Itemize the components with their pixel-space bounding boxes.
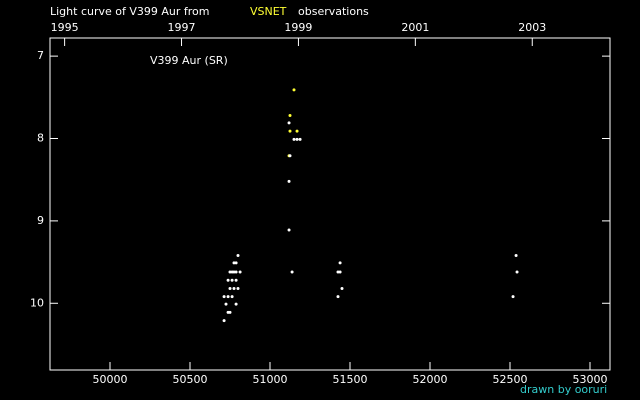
data-point	[228, 286, 232, 290]
x-tick-label: 53000	[573, 373, 608, 386]
data-point	[288, 113, 292, 117]
chart-title-suffix: observations	[298, 5, 369, 18]
data-point	[340, 286, 344, 290]
y-tick-label: 8	[37, 132, 44, 145]
data-point	[514, 253, 518, 257]
data-point	[232, 270, 236, 274]
legend-entry: VSNET	[250, 5, 287, 18]
x-tick-label: 51500	[333, 373, 368, 386]
data-point	[234, 302, 238, 306]
data-point	[288, 154, 292, 158]
data-point	[236, 286, 240, 290]
x-tick-label: 50000	[93, 373, 128, 386]
footer: drawn by ooruri	[520, 383, 607, 396]
x2-tick-label: 1999	[284, 21, 312, 34]
x-tick-label: 51000	[253, 373, 288, 386]
data-point	[288, 129, 292, 133]
data-point	[232, 261, 236, 265]
data-point	[234, 270, 238, 274]
data-point	[230, 295, 234, 299]
data-point	[224, 302, 228, 306]
y-tick-label: 10	[30, 296, 44, 309]
data-point	[292, 137, 296, 141]
data-point	[287, 179, 291, 183]
x2-tick-label: 1995	[51, 21, 79, 34]
data-point	[515, 270, 519, 274]
data-point	[292, 88, 296, 92]
data-point	[234, 278, 238, 282]
x-tick-label: 52500	[493, 373, 528, 386]
data-point	[230, 278, 234, 282]
data-point	[228, 310, 232, 314]
x-tick-label: 50500	[173, 373, 208, 386]
data-point	[222, 319, 226, 323]
data-point	[238, 270, 242, 274]
x2-tick-label: 2003	[518, 21, 546, 34]
data-point	[228, 270, 232, 274]
y-tick-label: 7	[37, 49, 44, 62]
data-point	[234, 261, 238, 265]
data-point	[336, 295, 340, 299]
data-point	[338, 270, 342, 274]
annotation: V399 Aur (SR)	[150, 54, 228, 67]
data-point	[511, 295, 515, 299]
data-point	[232, 286, 236, 290]
data-point	[295, 137, 299, 141]
data-point	[338, 261, 342, 265]
data-point	[222, 295, 226, 299]
data-point	[287, 228, 291, 232]
y-tick-label: 9	[37, 214, 44, 227]
data-point	[298, 137, 302, 141]
plot-frame	[49, 37, 611, 371]
x2-tick-label: 1997	[168, 21, 196, 34]
data-point	[287, 121, 291, 125]
chart-title: Light curve of V399 Aur from	[50, 5, 210, 18]
x2-tick-label: 2001	[401, 21, 429, 34]
data-point	[226, 295, 230, 299]
data-point	[226, 278, 230, 282]
data-point	[290, 270, 294, 274]
data-point	[236, 253, 240, 257]
data-point	[295, 129, 299, 133]
data-point	[336, 270, 340, 274]
x-tick-label: 52000	[413, 373, 448, 386]
